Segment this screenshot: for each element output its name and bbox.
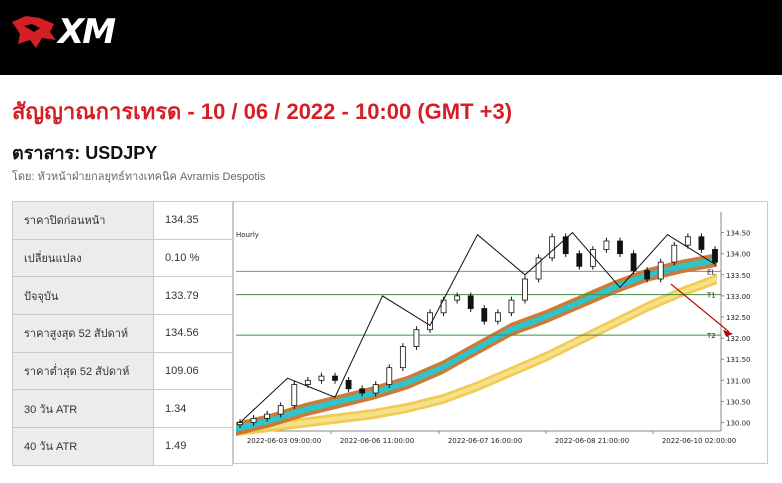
level-label-el: EL bbox=[707, 268, 715, 276]
stat-label: ปัจจุบัน bbox=[12, 276, 154, 316]
candle-body bbox=[630, 253, 637, 271]
stat-value: 109.06 bbox=[153, 351, 233, 391]
candle-body bbox=[345, 379, 352, 390]
candle-body bbox=[562, 236, 569, 255]
candle-body bbox=[386, 367, 393, 385]
y-tick-label: 130.50 bbox=[726, 398, 751, 406]
author-byline: โดย: หัวหน้าฝ่ายกลยุทธ์ทางเทคนิค Avramis… bbox=[12, 171, 266, 183]
stat-label: 40 วัน ATR bbox=[12, 427, 154, 466]
stat-value: 0.10 % bbox=[153, 238, 233, 278]
table-row: 30 วัน ATR 1.34 bbox=[12, 389, 233, 429]
level-label-t1: T1 bbox=[706, 292, 716, 300]
x-tick-label: 2022-06-06 11:00:00 bbox=[340, 437, 414, 445]
page-title: สัญญาณการเทรด - 10 / 06 / 2022 - 10:00 (… bbox=[12, 99, 513, 124]
candle-body bbox=[399, 346, 406, 369]
stat-value: 1.49 bbox=[153, 427, 233, 466]
forecast-arrow-head bbox=[723, 329, 733, 337]
candle-body bbox=[372, 384, 379, 394]
x-tick-label: 2022-06-07 16:00:00 bbox=[448, 437, 522, 445]
table-row: ปัจจุบัน 133.79 bbox=[12, 276, 233, 316]
xm-logo[interactable]: XM bbox=[10, 12, 130, 54]
y-tick-label: 133.00 bbox=[726, 293, 751, 301]
candle-body bbox=[332, 375, 338, 381]
chart-canvas: Hourly EL T1 T2 134.50 134.00 133.50 133.00 132.… bbox=[236, 212, 751, 445]
brand-wordmark: XM bbox=[58, 12, 116, 52]
chart-title: Hourly bbox=[236, 231, 259, 239]
table-row: ราคาปิดก่อนหน้า 134.35 bbox=[12, 201, 233, 240]
candle-body bbox=[277, 405, 284, 415]
forecast-arrow bbox=[670, 283, 730, 333]
candle-body bbox=[671, 244, 678, 263]
candle-body bbox=[644, 270, 651, 280]
band-fast bbox=[236, 257, 717, 432]
candle-body bbox=[454, 295, 461, 301]
candle-body bbox=[657, 261, 664, 280]
candle-body bbox=[467, 295, 474, 309]
table-row: ราคาสูงสุด 52 สัปดาห์ 134.56 bbox=[12, 314, 233, 353]
y-tick-label: 131.00 bbox=[726, 377, 751, 385]
candle-body bbox=[237, 422, 243, 426]
candle-body bbox=[508, 299, 515, 314]
y-tick-label: 134.00 bbox=[726, 251, 751, 259]
candle-body bbox=[250, 417, 257, 423]
candle-body bbox=[359, 388, 366, 394]
x-tick-label: 2022-06-10 02:00:00 bbox=[662, 437, 736, 445]
bull-logo-icon bbox=[12, 16, 56, 48]
table-row: เปลี่ยนแปลง 0.10 % bbox=[12, 238, 233, 278]
stat-label: ราคาต่ำสุด 52 สัปดาห์ bbox=[12, 351, 154, 391]
candle-body bbox=[494, 312, 501, 322]
candle-body bbox=[549, 236, 556, 259]
candle-body bbox=[291, 384, 298, 407]
band-fast-edge bbox=[236, 253, 717, 436]
stat-label: ราคาปิดก่อนหน้า bbox=[12, 201, 154, 240]
stats-table: ราคาปิดก่อนหน้า 134.35 เปลี่ยนแปลง 0.10 % … bbox=[12, 201, 233, 466]
table-row: ราคาต่ำสุด 52 สัปดาห์ 109.06 bbox=[12, 351, 233, 391]
stat-label: ราคาสูงสุด 52 สัปดาห์ bbox=[12, 314, 154, 353]
stat-value: 1.34 bbox=[153, 389, 233, 429]
candle-body bbox=[481, 308, 488, 322]
stat-label: 30 วัน ATR bbox=[12, 389, 154, 429]
candle-body bbox=[576, 253, 583, 267]
x-tick-label: 2022-06-03 09:00:00 bbox=[247, 437, 321, 445]
candle-body bbox=[684, 236, 691, 246]
y-tick-label: 134.50 bbox=[726, 230, 751, 238]
candle-body bbox=[522, 278, 528, 301]
level-label-t2: T2 bbox=[706, 332, 716, 340]
candle-body bbox=[712, 249, 718, 263]
zigzag-line bbox=[239, 231, 716, 423]
candle-body bbox=[304, 379, 311, 385]
stat-value: 133.79 bbox=[153, 276, 233, 316]
stat-label: เปลี่ยนแปลง bbox=[12, 238, 154, 278]
header-bar: XM bbox=[0, 0, 782, 75]
candle-body bbox=[535, 257, 542, 280]
y-tick-label: 132.50 bbox=[726, 314, 751, 322]
y-tick-label: 132.00 bbox=[726, 335, 751, 343]
y-tick-label: 130.00 bbox=[726, 420, 751, 428]
candle-body bbox=[698, 236, 705, 250]
stat-value: 134.35 bbox=[153, 201, 233, 240]
stat-value: 134.56 bbox=[153, 314, 233, 353]
y-tick-label: 131.50 bbox=[726, 356, 751, 364]
candle-body bbox=[617, 240, 623, 255]
candle-body bbox=[318, 375, 325, 381]
y-tick-label: 133.50 bbox=[726, 272, 751, 280]
instrument-heading: ตราสาร: USDJPY bbox=[12, 143, 158, 163]
candle-body bbox=[589, 249, 596, 267]
candle-body bbox=[603, 240, 610, 250]
candle-body bbox=[264, 413, 271, 419]
x-tick-label: 2022-06-08 21:00:00 bbox=[555, 437, 629, 445]
price-chart: Hourly EL T1 T2 134.50 134.00 133.50 133.00 132.… bbox=[233, 201, 768, 464]
table-row: 40 วัน ATR 1.49 bbox=[12, 427, 233, 466]
candle-body bbox=[413, 329, 420, 347]
